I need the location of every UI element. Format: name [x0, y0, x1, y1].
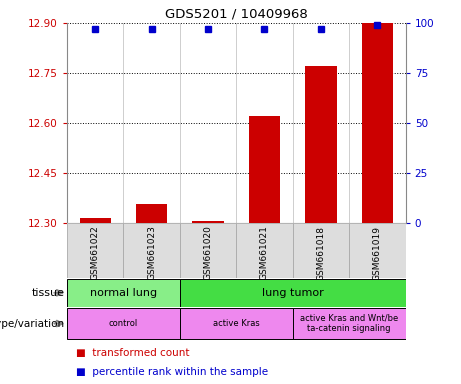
Text: active Kras: active Kras: [213, 319, 260, 328]
Bar: [180, 308, 293, 339]
Text: tissue: tissue: [31, 288, 65, 298]
Bar: [80, 218, 111, 223]
Text: genotype/variation: genotype/variation: [0, 318, 65, 329]
Text: GSM661018: GSM661018: [316, 225, 325, 280]
Bar: [136, 204, 167, 223]
Bar: [67, 308, 180, 339]
Text: lung tumor: lung tumor: [262, 288, 324, 298]
Text: GSM661023: GSM661023: [147, 225, 156, 280]
Text: ■  transformed count: ■ transformed count: [76, 348, 189, 358]
Bar: [349, 223, 406, 278]
Text: active Kras and Wnt/be
ta-catenin signaling: active Kras and Wnt/be ta-catenin signal…: [300, 314, 398, 333]
Bar: [193, 221, 224, 223]
Text: ■  percentile rank within the sample: ■ percentile rank within the sample: [76, 367, 268, 377]
Bar: [67, 279, 180, 306]
Bar: [362, 23, 393, 223]
Title: GDS5201 / 10409968: GDS5201 / 10409968: [165, 7, 307, 20]
Text: GSM661019: GSM661019: [373, 225, 382, 280]
Text: control: control: [109, 319, 138, 328]
Bar: [293, 223, 349, 278]
Text: GSM661022: GSM661022: [90, 225, 100, 280]
Bar: [123, 223, 180, 278]
Bar: [180, 223, 236, 278]
Bar: [306, 66, 337, 223]
Bar: [67, 223, 123, 278]
Bar: [249, 116, 280, 223]
Bar: [293, 308, 406, 339]
Bar: [180, 279, 406, 306]
Text: GSM661020: GSM661020: [203, 225, 213, 280]
Bar: [236, 223, 293, 278]
Text: normal lung: normal lung: [90, 288, 157, 298]
Text: GSM661021: GSM661021: [260, 225, 269, 280]
